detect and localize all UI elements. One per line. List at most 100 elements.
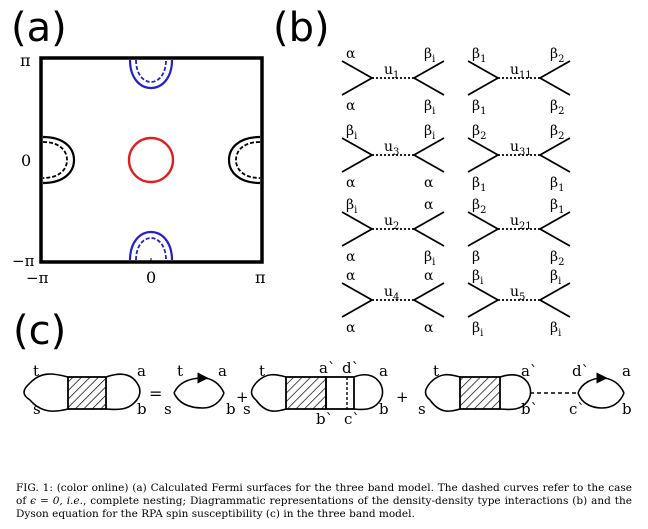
vertex-u31: u31 β2 β1 β2 β1 bbox=[467, 123, 571, 194]
leg-label-bottom-left: α bbox=[346, 249, 356, 265]
label-a-bare: a bbox=[218, 362, 227, 380]
coupling-label: u1 bbox=[384, 62, 399, 81]
leg-label-top-left: β2 bbox=[472, 197, 486, 216]
dyson-equation: t s a b = t s a b + t s a` d` bbox=[23, 359, 632, 428]
label-cprime-t4: c` bbox=[569, 400, 585, 418]
y-tick-bottom: −π bbox=[12, 252, 35, 270]
leg-label-top-right: βi bbox=[424, 123, 435, 142]
electron-pocket-right-nested bbox=[235, 141, 261, 179]
susceptibility-block-2 bbox=[285, 376, 327, 410]
electron-pocket-left-nested bbox=[42, 141, 68, 179]
caption-fig-label: FIG. 1: bbox=[16, 482, 53, 494]
leg-label-top-left: α bbox=[346, 46, 356, 62]
vertex-u5: u5 βi βi βi βi bbox=[467, 268, 571, 339]
coupling-label: u21 bbox=[510, 213, 532, 232]
x-tick-left: −π bbox=[26, 269, 49, 287]
panel-b-label: (b) bbox=[273, 5, 330, 51]
leg-label-bottom-right: α bbox=[424, 175, 434, 191]
leg-label-top-right: β2 bbox=[550, 46, 564, 65]
x-tick-right: π bbox=[255, 268, 266, 287]
vertex-u1: u1 α α βi βi bbox=[341, 46, 445, 117]
leg-label-bottom-right: β1 bbox=[550, 175, 564, 194]
leg-label-bottom-right: β2 bbox=[550, 98, 564, 117]
vertex-u4: u4 α α α α bbox=[341, 268, 445, 336]
label-t-bare: t bbox=[177, 362, 183, 380]
fermi-surface-plot: π 0 −π −π 0 π bbox=[12, 51, 266, 287]
figure-caption: FIG. 1: (color online) (a) Calculated Fe… bbox=[16, 482, 632, 521]
leg-label-bottom-left: α bbox=[346, 320, 356, 336]
full-susceptibility-block bbox=[67, 376, 107, 410]
leg-label-top-left: β2 bbox=[472, 123, 486, 142]
panel-a-label: (a) bbox=[11, 5, 67, 51]
coupling-label: u31 bbox=[510, 139, 532, 158]
coupling-label: u5 bbox=[510, 284, 525, 303]
leg-label-top-left: α bbox=[346, 268, 356, 284]
rpa-term: t s a` b` d` c` a b bbox=[418, 362, 632, 418]
electron-pocket-top-nested bbox=[135, 59, 167, 83]
caption-ie: i.e. bbox=[66, 495, 83, 507]
label-b-t4: b bbox=[622, 400, 632, 418]
label-bprime-t4: b` bbox=[521, 400, 538, 418]
label-s-bare: s bbox=[164, 400, 172, 418]
coupling-label: u3 bbox=[384, 139, 399, 158]
leg-label-bottom-left: βi bbox=[472, 320, 483, 339]
label-a-t3: a bbox=[379, 362, 388, 380]
caption-math: ϵ = 0, bbox=[30, 495, 63, 507]
leg-label-bottom-left: β1 bbox=[472, 175, 486, 194]
leg-label-bottom-right: βi bbox=[424, 249, 435, 268]
label-a-lhs: a bbox=[137, 362, 146, 380]
leg-label-bottom-right: βi bbox=[550, 320, 561, 339]
equals-sign: = bbox=[149, 384, 162, 403]
bare-bubble: t s a b bbox=[164, 362, 236, 418]
figure-canvas: π 0 −π −π 0 π u1ααβiβiu11β1β1β2β2u3βiαβi… bbox=[12, 46, 632, 428]
leg-label-bottom-right: βi bbox=[424, 98, 435, 117]
label-dprime-t3: d` bbox=[342, 359, 359, 377]
leg-label-bottom-left: β bbox=[472, 249, 480, 265]
label-aprime-t4: a` bbox=[521, 362, 537, 380]
leg-label-top-right: β1 bbox=[550, 197, 564, 216]
label-aprime-t3: a` bbox=[319, 359, 335, 377]
caption-text-2: , complete nesting; Diagrammatic represe… bbox=[16, 495, 633, 520]
label-s-lhs: s bbox=[33, 400, 41, 418]
label-t-lhs: t bbox=[33, 362, 39, 380]
leg-label-top-right: βi bbox=[424, 46, 435, 65]
caption-text-1: (color online) (a) Calculated Fermi surf… bbox=[16, 482, 632, 507]
interaction-vertex-grid: u1ααβiβiu11β1β1β2β2u3βiαβiαu31β2β1β2β1u2… bbox=[341, 46, 571, 339]
label-b-t3: b bbox=[379, 400, 389, 418]
label-dprime-t4: d` bbox=[572, 362, 589, 380]
susceptibility-block-3 bbox=[459, 376, 501, 410]
coupling-label: u11 bbox=[510, 62, 532, 81]
leg-label-top-right: βi bbox=[550, 268, 561, 287]
panel-c-label: (c) bbox=[13, 308, 67, 354]
plus-sign-1: + bbox=[236, 388, 249, 406]
leg-label-top-right: α bbox=[424, 197, 434, 213]
leg-label-top-left: βi bbox=[346, 123, 357, 142]
leg-label-bottom-left: α bbox=[346, 98, 356, 114]
dyson-lhs: t s a b bbox=[23, 362, 147, 418]
ladder-term: t s a` d` b` c` a b bbox=[243, 359, 389, 428]
electron-pocket-right bbox=[227, 135, 261, 185]
leg-label-top-right: β2 bbox=[550, 123, 564, 142]
electron-pocket-left bbox=[42, 135, 76, 185]
x-tick-mid: 0 bbox=[146, 268, 156, 287]
leg-label-bottom-right: α bbox=[424, 320, 434, 336]
plus-sign-2: + bbox=[396, 388, 409, 406]
label-s-t3: s bbox=[243, 400, 251, 418]
electron-pocket-top bbox=[128, 59, 174, 90]
label-bprime-t3: b` bbox=[316, 410, 333, 428]
label-a-t4: a bbox=[622, 362, 631, 380]
label-s-t4: s bbox=[418, 400, 426, 418]
label-b-lhs: b bbox=[137, 400, 147, 418]
label-t-t4: t bbox=[433, 362, 439, 380]
leg-label-top-right: α bbox=[424, 268, 434, 284]
leg-label-bottom-right: β2 bbox=[550, 249, 564, 268]
label-cprime-t3: c` bbox=[344, 410, 360, 428]
y-tick-top: π bbox=[20, 51, 31, 70]
vertex-u3: u3 βi α βi α bbox=[341, 123, 445, 191]
leg-label-bottom-left: α bbox=[346, 175, 356, 191]
hole-pocket-gamma bbox=[127, 136, 175, 184]
leg-label-top-left: β1 bbox=[472, 46, 486, 65]
y-tick-mid: 0 bbox=[21, 151, 31, 170]
coupling-label: u2 bbox=[384, 213, 399, 232]
coupling-label: u4 bbox=[384, 284, 399, 303]
